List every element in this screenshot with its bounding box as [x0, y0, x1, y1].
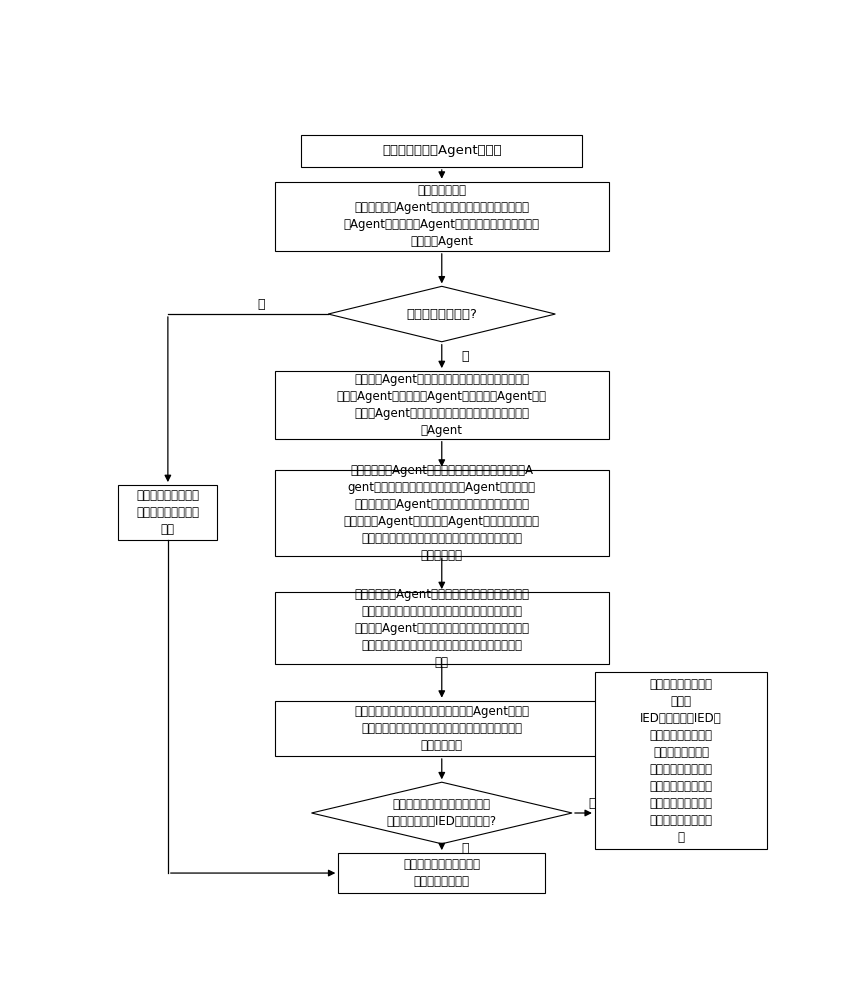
- Bar: [275, 371, 608, 439]
- Polygon shape: [328, 286, 554, 342]
- Bar: [275, 592, 608, 664]
- Polygon shape: [311, 782, 572, 844]
- Text: 否: 否: [257, 298, 265, 311]
- Bar: [338, 853, 545, 893]
- Bar: [275, 182, 608, 251]
- Text: 网络拓扑Agent绘制实时微网网络拓扑图并传递给区
域控制Agent、保护协调Agent和中央处理Agent，同
时测量Agent也实时将微网电气量信息传递给区: 网络拓扑Agent绘制实时微网网络拓扑图并传递给区 域控制Agent、保护协调A…: [337, 373, 546, 437]
- Text: 层间通信是否正常?: 层间通信是否正常?: [406, 308, 477, 321]
- Bar: [275, 701, 608, 756]
- Text: 将微网中的各个Agent初始化: 将微网中的各个Agent初始化: [381, 144, 501, 157]
- Text: 是: 是: [588, 797, 595, 810]
- Bar: [594, 672, 766, 849]
- Bar: [275, 470, 608, 556]
- Text: 智能电子设备层
中的状态监测Agent将微网的状态信息传递给网络拓
扑Agent，同时测量Agent也将微网中的电气量信息传
递给保护Agent: 智能电子设备层 中的状态监测Agent将微网的状态信息传递给网络拓 扑Agent…: [344, 184, 539, 248]
- Text: 在划定的各微网电流保护区域内的保护Agent中均配
置一套改进的纵联电流差动保护和一套基于本地信息
的过电流保护: 在划定的各微网电流保护区域内的保护Agent中均配 置一套改进的纵联电流差动保护…: [354, 705, 529, 752]
- Text: 通过改进的纵联电流差动
保护进行故障切除: 通过改进的纵联电流差动 保护进行故障切除: [403, 858, 480, 888]
- Text: 采用基于本地信息的
过电流保护进行故障
切除: 采用基于本地信息的 过电流保护进行故障 切除: [136, 489, 199, 536]
- Bar: [301, 135, 581, 167]
- Text: 是否因部分故障信息缺失或故障
信息错误，导致IED拒动或误动?: 是否因部分故障信息缺失或故障 信息错误，导致IED拒动或误动?: [387, 798, 496, 828]
- Text: 根据网络拓扑Agent绘制实时微网网络拓扑图和测量A
gent的微网电气量信息，区域控制Agent制定控制方
案，保护协调Agent制定微网保护协调方案，并上传: 根据网络拓扑Agent绘制实时微网网络拓扑图和测量A gent的微网电气量信息，…: [344, 464, 539, 562]
- Text: 是: 是: [461, 350, 468, 363]
- Text: 参考网络拓扑Agent绘制实时微网网络拓扑图、区域
控制与保护协调层做出的控制方案与保护协调方案，
中央处理Agent利用该融合禁忌广度搜索算法对微网
电流保护: 参考网络拓扑Agent绘制实时微网网络拓扑图、区域 控制与保护协调层做出的控制方…: [354, 588, 529, 669]
- Text: 确定微网中与该拒动
或误动
IED相邻的每个IED的
关联系数和动作特性
系数，进而得到应
扩大的电流保护范围
解集，最后通过蚁群
算法寻优得到最优的
应扩大的: 确定微网中与该拒动 或误动 IED相邻的每个IED的 关联系数和动作特性 系数，…: [640, 678, 721, 844]
- Text: 否: 否: [461, 842, 468, 855]
- Bar: [118, 485, 217, 540]
